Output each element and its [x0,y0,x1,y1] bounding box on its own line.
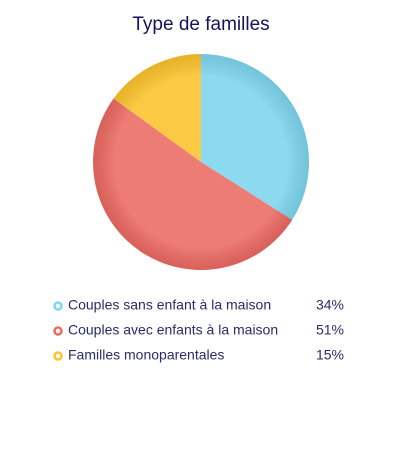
legend-label: Couples avec enfants à la maison [68,322,278,338]
pie [93,54,310,270]
legend-value: 15% [316,347,344,363]
legend-marker [53,351,63,361]
chart-title: Type de familles [132,14,269,35]
legend-label: Familles monoparentales [68,347,224,363]
legend-label: Couples sans enfant à la maison [68,297,271,313]
legend-marker [53,301,63,311]
legend-marker [53,326,63,336]
legend: Couples sans enfant à la maison 34% Couple… [53,297,344,363]
legend-value: 51% [316,322,344,338]
legend-value: 34% [316,297,344,313]
